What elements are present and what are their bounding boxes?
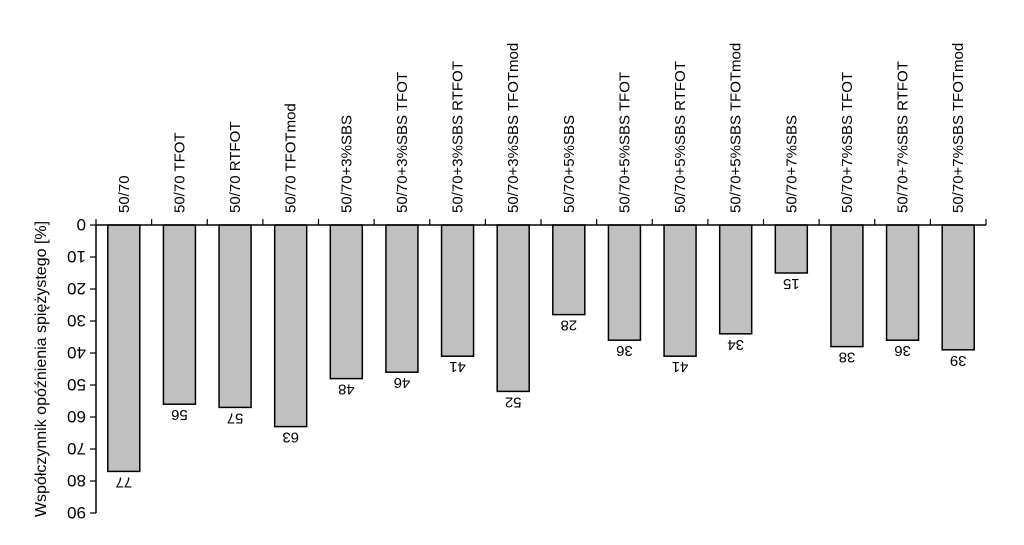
category-label: 50/70 <box>116 175 133 213</box>
category-label: 50/70+7%SBS RTFOT <box>895 61 912 213</box>
category-label: 50/70+7%SBS TFOTmod <box>950 43 967 213</box>
category-label: 50/70+7%SBS TFOT <box>839 72 856 213</box>
category-label: 50/70+5%SBS <box>561 115 578 213</box>
bar <box>218 224 252 409</box>
data-label: 48 <box>338 381 355 398</box>
y-tick-label: 20 <box>67 279 86 298</box>
y-tick-label: 40 <box>67 343 86 362</box>
bar <box>107 224 141 473</box>
bar <box>273 224 308 428</box>
category-labels: 50/70 50/70 TFOT 50/70 RTFOT 50/70 TFOTmod 5… <box>116 43 967 213</box>
data-label: 46 <box>394 374 411 391</box>
category-ticks <box>95 219 987 225</box>
data-label: 28 <box>560 317 577 334</box>
bar <box>663 224 697 357</box>
data-label: 41 <box>672 358 689 375</box>
y-tick-label: 60 <box>67 407 86 426</box>
data-label: 63 <box>282 429 299 446</box>
category-label: 50/70+5%SBS TFOT <box>616 72 633 213</box>
bars <box>107 224 975 473</box>
bar <box>162 224 197 405</box>
y-tick-label: 0 <box>77 215 86 234</box>
data-label: 56 <box>171 406 188 423</box>
bar <box>385 224 419 373</box>
bar <box>885 224 920 341</box>
category-label: 50/70+5%SBS RTFOT <box>672 61 689 213</box>
bar <box>718 224 753 335</box>
data-label: 36 <box>616 342 633 359</box>
bar <box>440 224 475 357</box>
bar <box>607 224 642 341</box>
category-label: 50/70 TFOTmod <box>283 103 300 213</box>
bar <box>830 224 864 348</box>
data-labels: 77 56 57 63 48 46 41 52 28 36 41 34 15 38 36 39 <box>115 275 966 490</box>
data-label: 38 <box>839 349 856 366</box>
data-label: 15 <box>783 275 800 292</box>
y-tick-label: 30 <box>67 311 86 330</box>
y-axis-ticks: 0 10 20 30 40 50 60 70 80 90 <box>67 215 96 522</box>
data-label: 34 <box>727 336 744 353</box>
category-label: 50/70+3%SBS <box>338 115 355 213</box>
bar <box>496 224 530 393</box>
y-tick-label: 10 <box>67 247 86 266</box>
data-label: 57 <box>227 409 244 426</box>
data-label: 39 <box>950 352 967 369</box>
category-label: 50/70+5%SBS TFOTmod <box>728 43 745 213</box>
category-label: 50/70+3%SBS RTFOT <box>450 61 467 213</box>
category-label: 50/70+3%SBS TFOT <box>394 72 411 213</box>
y-tick-label: 70 <box>67 439 86 458</box>
data-label: 52 <box>505 393 522 410</box>
y-axis-label: Współczynnik opóźnienia spiężystego [%] <box>33 221 50 517</box>
data-label: 77 <box>115 473 132 490</box>
category-label: 50/70 RTFOT <box>227 122 244 213</box>
data-label: 36 <box>894 342 911 359</box>
bar <box>329 224 364 380</box>
y-tick-label: 90 <box>67 503 86 522</box>
y-tick-label: 50 <box>67 375 86 394</box>
bar <box>774 224 809 274</box>
data-label: 41 <box>449 358 466 375</box>
y-tick-label: 80 <box>67 471 86 490</box>
category-label: 50/70 TFOT <box>171 132 188 213</box>
bar <box>941 224 975 351</box>
category-label: 50/70+3%SBS TFOTmod <box>505 43 522 213</box>
bar <box>552 224 586 316</box>
category-label: 50/70+7%SBS <box>783 115 800 213</box>
